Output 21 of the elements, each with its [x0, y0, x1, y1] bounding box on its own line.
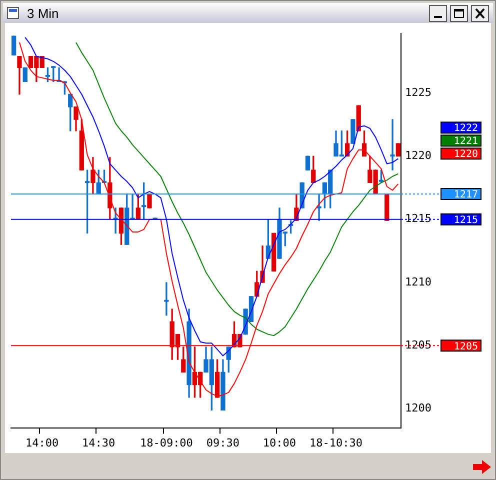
y-tick-label: 1220 [405, 149, 432, 162]
x-tick-label: 10:00 [262, 436, 296, 450]
x-tick-label: 18-10:30 [310, 436, 362, 450]
candlestick [164, 282, 169, 316]
text: 1222 [454, 123, 478, 134]
y-tick-label: 1210 [405, 275, 432, 288]
x-tick-label: 09:30 [206, 436, 240, 450]
ref-line-label: 1205 [454, 341, 478, 352]
ref-line-label: 1217 [454, 190, 478, 201]
y-tick-label: 1200 [405, 402, 432, 415]
candlestick [390, 119, 395, 170]
text: 1220 [454, 149, 478, 160]
text: 1221 [454, 136, 478, 148]
y-tick-label: 1205 [405, 338, 432, 352]
ref-line-label: 1215 [454, 214, 478, 226]
x-tick-label: 14:30 [82, 436, 116, 450]
x-tick-label: 18-09:00 [140, 436, 193, 450]
x-tick-label: 14:00 [26, 436, 59, 450]
y-tick-label: 1215 [405, 212, 432, 226]
y-tick-label: 1225 [405, 86, 432, 99]
chart-title: 3 Min [27, 6, 59, 21]
